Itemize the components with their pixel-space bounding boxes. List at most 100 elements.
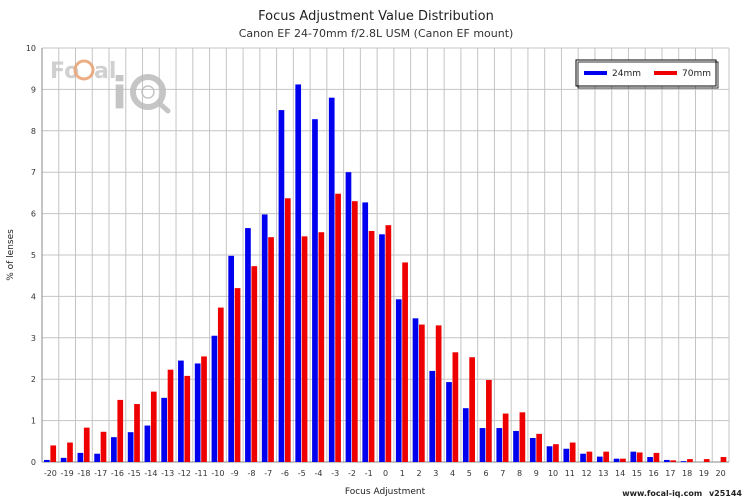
x-tick-label: -11 bbox=[195, 469, 208, 478]
bar-70mm--17 bbox=[100, 431, 107, 462]
x-tick-label: 3 bbox=[433, 469, 438, 478]
legend-label-70mm: 70mm bbox=[682, 69, 711, 79]
x-tick-label: -9 bbox=[231, 469, 239, 478]
bar-24mm--6 bbox=[278, 110, 285, 462]
bar-24mm-4 bbox=[446, 382, 452, 462]
bar-24mm--18 bbox=[77, 452, 84, 462]
bar-70mm-6 bbox=[486, 380, 492, 462]
x-tick-label: 13 bbox=[598, 469, 608, 478]
x-tick-label: 1 bbox=[400, 469, 405, 478]
bar-70mm--6 bbox=[284, 198, 291, 463]
bar-70mm--15 bbox=[134, 404, 140, 462]
bar-70mm--5 bbox=[301, 236, 308, 462]
bar-70mm-10 bbox=[553, 444, 559, 462]
bar-24mm--17 bbox=[94, 453, 100, 462]
x-tick-label: -3 bbox=[331, 469, 339, 478]
bar-24mm--5 bbox=[295, 84, 302, 462]
bar-70mm--8 bbox=[251, 266, 258, 462]
bar-24mm--14 bbox=[144, 425, 151, 462]
bar-70mm--7 bbox=[268, 237, 274, 462]
bar-24mm-12 bbox=[580, 453, 586, 462]
bars bbox=[44, 84, 727, 463]
bar-24mm-17 bbox=[663, 459, 670, 462]
y-tick-label: 8 bbox=[31, 127, 36, 136]
chart-title: Focus Adjustment Value Distribution bbox=[258, 9, 494, 24]
x-tick-label: 20 bbox=[716, 469, 726, 478]
svg-text:al: al bbox=[94, 59, 116, 84]
bar-24mm-5 bbox=[462, 408, 469, 462]
grid bbox=[41, 47, 730, 463]
bar-70mm-19 bbox=[703, 459, 710, 462]
bar-70mm-11 bbox=[569, 442, 576, 462]
bar-70mm-12 bbox=[586, 451, 593, 462]
bar-70mm-14 bbox=[620, 458, 626, 462]
y-axis-label: % of lenses bbox=[6, 229, 16, 281]
bar-24mm-1 bbox=[395, 299, 402, 462]
bar-70mm-8 bbox=[519, 412, 526, 462]
bar-24mm-15 bbox=[630, 451, 637, 462]
bar-24mm--12 bbox=[178, 360, 184, 462]
bar-24mm--13 bbox=[161, 397, 168, 462]
x-tick-label: 2 bbox=[416, 469, 421, 478]
bar-24mm--7 bbox=[261, 214, 268, 462]
x-tick-label: -4 bbox=[314, 469, 322, 478]
bar-24mm--10 bbox=[211, 335, 218, 462]
bar-70mm--2 bbox=[351, 201, 358, 462]
x-tick-label: 8 bbox=[517, 469, 522, 478]
x-tick-label: -19 bbox=[61, 469, 74, 478]
y-tick-label: 2 bbox=[31, 375, 36, 384]
x-tick-label: 14 bbox=[615, 469, 625, 478]
x-tick-label: -6 bbox=[281, 469, 289, 478]
bar-24mm-2 bbox=[412, 318, 419, 462]
bar-24mm-14 bbox=[613, 458, 620, 462]
x-tick-label: 4 bbox=[450, 469, 455, 478]
bar-24mm-6 bbox=[479, 428, 486, 462]
x-tick-label: 9 bbox=[534, 469, 539, 478]
bar-24mm--3 bbox=[328, 97, 335, 463]
bar-70mm-16 bbox=[653, 452, 660, 462]
y-tick-label: 6 bbox=[31, 210, 36, 219]
bar-24mm--16 bbox=[111, 437, 117, 462]
x-tick-label: -1 bbox=[365, 469, 373, 478]
x-tick-label: -18 bbox=[77, 469, 90, 478]
y-tick-label: 1 bbox=[31, 417, 36, 426]
bar-70mm-9 bbox=[536, 433, 543, 462]
bar-70mm--10 bbox=[217, 307, 224, 462]
x-tick-label: -5 bbox=[298, 469, 306, 478]
bar-70mm-20 bbox=[720, 457, 727, 462]
bar-24mm-11 bbox=[563, 448, 570, 462]
bar-24mm--11 bbox=[194, 363, 201, 462]
bar-24mm--4 bbox=[312, 119, 318, 462]
bar-70mm--20 bbox=[50, 445, 57, 462]
footer-version: v25144 bbox=[709, 489, 742, 498]
legend: 24mm 70mm bbox=[575, 59, 719, 89]
bar-70mm--18 bbox=[83, 427, 90, 462]
x-tick-labels: -20 -19 -18 -17 -16 -15 -14 -13 -12 -11 -10 -9 -8 -7-… bbox=[44, 469, 726, 478]
x-tick-label: -20 bbox=[44, 469, 57, 478]
y-tick-label: 7 bbox=[31, 168, 36, 177]
bar-70mm-15 bbox=[636, 452, 643, 462]
y-tick-labels: 0 1 2 3 4 5 6 7 8 9 10 bbox=[26, 44, 36, 467]
bar-24mm--9 bbox=[228, 255, 235, 462]
bar-24mm-7 bbox=[496, 428, 503, 462]
x-tick-label: 7 bbox=[500, 469, 505, 478]
bar-70mm-1 bbox=[402, 262, 408, 462]
bar-70mm-7 bbox=[502, 413, 509, 462]
bar-70mm--11 bbox=[201, 356, 207, 462]
x-tick-label: -15 bbox=[128, 469, 141, 478]
x-tick-label: 11 bbox=[565, 469, 575, 478]
x-tick-label: -17 bbox=[94, 469, 107, 478]
bar-70mm--14 bbox=[150, 391, 157, 462]
bar-70mm--12 bbox=[184, 375, 191, 462]
y-tick-label: 9 bbox=[31, 85, 36, 94]
x-tick-label: 12 bbox=[581, 469, 591, 478]
x-tick-label: 6 bbox=[483, 469, 488, 478]
x-tick-label: -2 bbox=[348, 469, 356, 478]
bar-24mm--20 bbox=[44, 459, 50, 462]
bar-24mm-0 bbox=[379, 234, 385, 462]
x-tick-label: -12 bbox=[178, 469, 191, 478]
bar-24mm--19 bbox=[60, 457, 67, 462]
bar-24mm--1 bbox=[362, 202, 369, 462]
bar-70mm-18 bbox=[687, 459, 693, 462]
